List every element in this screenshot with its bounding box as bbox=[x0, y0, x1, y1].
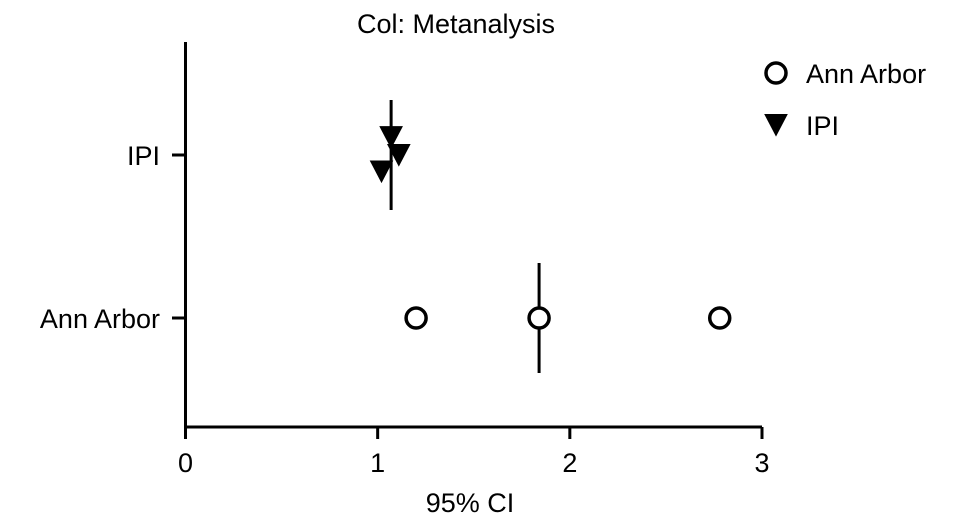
y-ticks: IPI Ann Arbor bbox=[40, 141, 186, 334]
x-tick-label: 3 bbox=[754, 448, 769, 478]
data-point bbox=[527, 306, 551, 330]
x-tick-label: 0 bbox=[178, 448, 193, 478]
data-point bbox=[386, 144, 411, 167]
y-tick-label: Ann Arbor bbox=[40, 304, 160, 334]
chart-title: Col: Metanalysis bbox=[357, 9, 555, 39]
x-tick-label: 1 bbox=[370, 448, 385, 478]
data-point bbox=[379, 126, 403, 149]
y-tick-label: IPI bbox=[127, 141, 160, 171]
legend-label: IPI bbox=[806, 111, 839, 141]
legend-marker bbox=[764, 61, 788, 85]
x-axis-label: 95% CI bbox=[426, 488, 515, 518]
data-point bbox=[404, 306, 428, 330]
data-point bbox=[707, 306, 732, 330]
x-tick-label: 2 bbox=[562, 448, 577, 478]
legend-marker bbox=[764, 114, 788, 137]
legend: Ann Arbor IPI bbox=[764, 59, 926, 141]
median-lines bbox=[389, 100, 541, 373]
data-points bbox=[369, 126, 732, 330]
legend-label: Ann Arbor bbox=[806, 59, 926, 89]
data-point bbox=[369, 160, 394, 184]
x-ticks: 0 1 2 3 bbox=[178, 427, 770, 478]
